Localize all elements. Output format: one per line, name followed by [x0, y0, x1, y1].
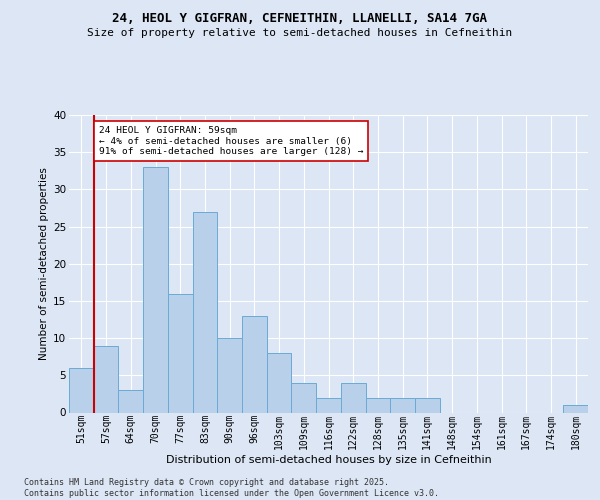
Bar — [415, 398, 440, 412]
Bar — [69, 368, 94, 412]
Bar — [316, 398, 341, 412]
Bar — [341, 383, 365, 412]
Text: 24 HEOL Y GIGFRAN: 59sqm
← 4% of semi-detached houses are smaller (6)
91% of sem: 24 HEOL Y GIGFRAN: 59sqm ← 4% of semi-de… — [98, 126, 363, 156]
Bar — [193, 212, 217, 412]
Y-axis label: Number of semi-detached properties: Number of semi-detached properties — [39, 168, 49, 360]
Bar — [143, 167, 168, 412]
Bar — [118, 390, 143, 412]
Bar — [168, 294, 193, 412]
Bar — [242, 316, 267, 412]
Text: 24, HEOL Y GIGFRAN, CEFNEITHIN, LLANELLI, SA14 7GA: 24, HEOL Y GIGFRAN, CEFNEITHIN, LLANELLI… — [113, 12, 487, 26]
Bar — [94, 346, 118, 412]
X-axis label: Distribution of semi-detached houses by size in Cefneithin: Distribution of semi-detached houses by … — [166, 454, 491, 464]
Bar — [563, 405, 588, 412]
Bar — [292, 383, 316, 412]
Text: Size of property relative to semi-detached houses in Cefneithin: Size of property relative to semi-detach… — [88, 28, 512, 38]
Bar — [390, 398, 415, 412]
Text: Contains HM Land Registry data © Crown copyright and database right 2025.
Contai: Contains HM Land Registry data © Crown c… — [24, 478, 439, 498]
Bar — [267, 353, 292, 412]
Bar — [217, 338, 242, 412]
Bar — [365, 398, 390, 412]
